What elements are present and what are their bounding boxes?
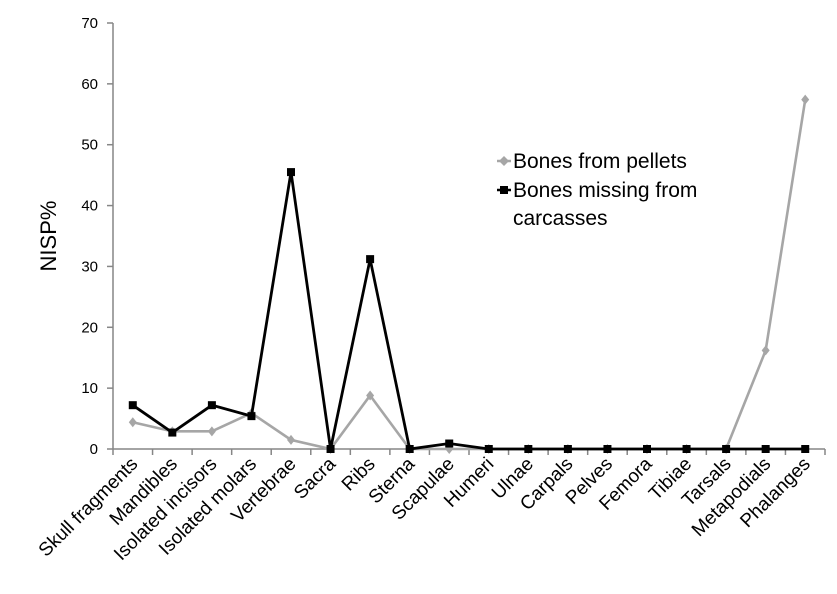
data-point <box>563 445 572 453</box>
data-point <box>405 445 414 453</box>
series-line <box>131 171 806 451</box>
data-point <box>366 390 375 401</box>
y-tick-label: 20 <box>81 319 98 336</box>
legend-item-carcasses: Bones missing from carcasses <box>497 179 697 230</box>
series-group <box>128 94 810 454</box>
data-point <box>168 428 177 437</box>
data-point <box>207 426 216 437</box>
y-tick-label: 30 <box>81 258 98 275</box>
y-tick-label: 70 <box>81 15 98 32</box>
y-tick-label: 0 <box>90 441 98 458</box>
legend-marker-pellets <box>499 156 509 166</box>
y-tick-labels: 0 10 20 30 40 50 60 70 <box>81 15 98 458</box>
axes <box>107 22 826 455</box>
legend-label-carcasses: Bones missing from <box>513 179 697 202</box>
data-point <box>484 445 493 453</box>
data-point <box>366 255 375 264</box>
x-tick-label: Sacra <box>290 453 340 503</box>
data-point <box>287 434 295 445</box>
data-point <box>682 445 691 453</box>
y-tick-label: 50 <box>81 137 98 154</box>
data-point <box>801 445 810 453</box>
data-point <box>801 94 810 105</box>
legend-label-carcasses-line2: carcasses <box>513 207 608 230</box>
data-point <box>287 168 295 177</box>
data-point <box>603 445 612 453</box>
data-point <box>326 445 335 453</box>
y-axis-label: NISP% <box>36 201 61 272</box>
data-point <box>524 445 533 453</box>
data-point <box>128 401 137 410</box>
data-point <box>722 445 731 453</box>
series-line <box>132 99 807 451</box>
legend-item-pellets: Bones from pellets <box>497 150 687 173</box>
data-point <box>207 401 216 410</box>
y-tick-label: 10 <box>81 380 98 397</box>
data-point <box>761 345 770 356</box>
data-point <box>761 445 770 453</box>
data-point <box>643 445 651 453</box>
data-point <box>445 439 454 448</box>
legend: Bones from pellets Bones missing from ca… <box>497 150 697 230</box>
data-point <box>247 412 256 421</box>
legend-marker-carcasses <box>500 186 508 194</box>
y-tick-label: 40 <box>81 198 98 215</box>
series-pellets <box>128 94 810 454</box>
legend-label-pellets: Bones from pellets <box>513 150 687 173</box>
series-carcasses <box>128 168 810 453</box>
y-tick-label: 60 <box>81 76 98 93</box>
data-point <box>128 417 137 428</box>
